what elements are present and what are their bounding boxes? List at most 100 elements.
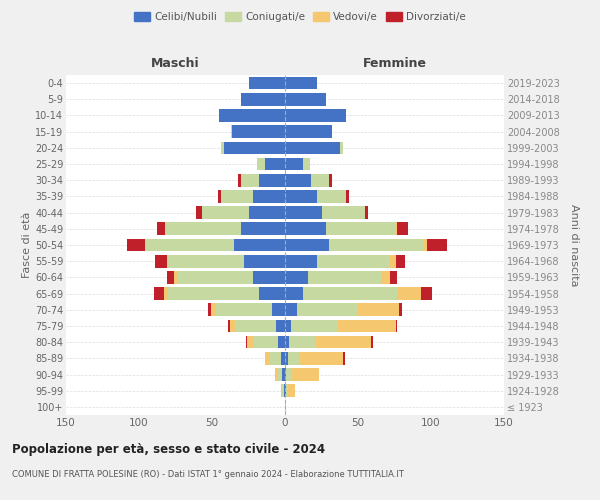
Bar [288, 384, 295, 397]
Bar [424, 238, 427, 252]
Bar [234, 238, 285, 252]
Bar [285, 158, 302, 170]
Bar [285, 400, 286, 413]
Bar [285, 238, 329, 252]
Bar [265, 352, 271, 364]
Bar [340, 142, 343, 154]
Bar [220, 109, 285, 122]
Bar [230, 320, 235, 332]
Bar [291, 320, 338, 332]
Bar [244, 255, 285, 268]
Bar [299, 352, 343, 364]
Bar [317, 255, 390, 268]
Legend: Celibi/Nubili, Coniugati/e, Vedovi/e, Divorziati/e: Celibi/Nubili, Coniugati/e, Vedovi/e, Di… [130, 8, 470, 26]
Bar [218, 190, 221, 202]
Bar [211, 304, 217, 316]
Bar [285, 109, 346, 122]
Bar [284, 384, 285, 397]
Text: COMUNE DI FRATTA POLESINE (RO) - Dati ISTAT 1° gennaio 2024 - Elaborazione TUTTI: COMUNE DI FRATTA POLESINE (RO) - Dati IS… [12, 470, 404, 479]
Bar [390, 271, 397, 283]
Bar [285, 271, 308, 283]
Bar [272, 304, 285, 316]
Bar [247, 336, 254, 348]
Bar [285, 206, 322, 219]
Bar [296, 304, 358, 316]
Bar [285, 222, 326, 235]
Bar [285, 304, 296, 316]
Bar [281, 384, 282, 397]
Bar [326, 222, 396, 235]
Bar [338, 320, 396, 332]
Bar [285, 368, 286, 381]
Bar [288, 352, 299, 364]
Bar [221, 190, 253, 202]
Y-axis label: Fasce di età: Fasce di età [22, 212, 32, 278]
Bar [155, 255, 167, 268]
Bar [302, 158, 310, 170]
Bar [248, 206, 285, 219]
Bar [168, 288, 259, 300]
Bar [427, 238, 447, 252]
Bar [365, 206, 368, 219]
Bar [390, 255, 396, 268]
Bar [146, 238, 234, 252]
Bar [358, 304, 399, 316]
Bar [343, 352, 345, 364]
Bar [265, 158, 285, 170]
Bar [285, 384, 286, 397]
Bar [241, 222, 285, 235]
Bar [202, 206, 248, 219]
Bar [396, 255, 405, 268]
Bar [278, 336, 285, 348]
Bar [289, 336, 316, 348]
Bar [168, 255, 244, 268]
Bar [285, 288, 302, 300]
Bar [285, 255, 317, 268]
Bar [346, 190, 349, 202]
Bar [421, 288, 433, 300]
Bar [241, 93, 285, 106]
Bar [285, 336, 289, 348]
Bar [397, 288, 421, 300]
Bar [257, 158, 265, 170]
Bar [286, 368, 292, 381]
Bar [154, 288, 164, 300]
Bar [281, 352, 285, 364]
Bar [259, 288, 285, 300]
Bar [259, 174, 285, 186]
Bar [285, 126, 332, 138]
Bar [253, 271, 285, 283]
Bar [285, 352, 288, 364]
Bar [285, 142, 340, 154]
Bar [397, 222, 407, 235]
Bar [396, 222, 397, 235]
Bar [382, 271, 390, 283]
Bar [235, 320, 276, 332]
Bar [127, 238, 145, 252]
Bar [224, 142, 285, 154]
Bar [271, 352, 281, 364]
Bar [292, 368, 319, 381]
Bar [285, 174, 311, 186]
Bar [167, 255, 168, 268]
Text: Popolazione per età, sesso e stato civile - 2024: Popolazione per età, sesso e stato civil… [12, 442, 325, 456]
Bar [285, 93, 326, 106]
Bar [275, 368, 278, 381]
Bar [245, 336, 247, 348]
Text: Femmine: Femmine [362, 57, 427, 70]
Bar [253, 190, 285, 202]
Bar [174, 271, 177, 283]
Bar [241, 174, 259, 186]
Bar [285, 190, 317, 202]
Bar [316, 336, 371, 348]
Bar [285, 320, 291, 332]
Bar [317, 190, 346, 202]
Y-axis label: Anni di nascita: Anni di nascita [569, 204, 579, 286]
Bar [254, 336, 278, 348]
Bar [282, 368, 285, 381]
Bar [302, 288, 397, 300]
Bar [217, 304, 272, 316]
Bar [329, 174, 332, 186]
Bar [308, 271, 382, 283]
Bar [145, 238, 146, 252]
